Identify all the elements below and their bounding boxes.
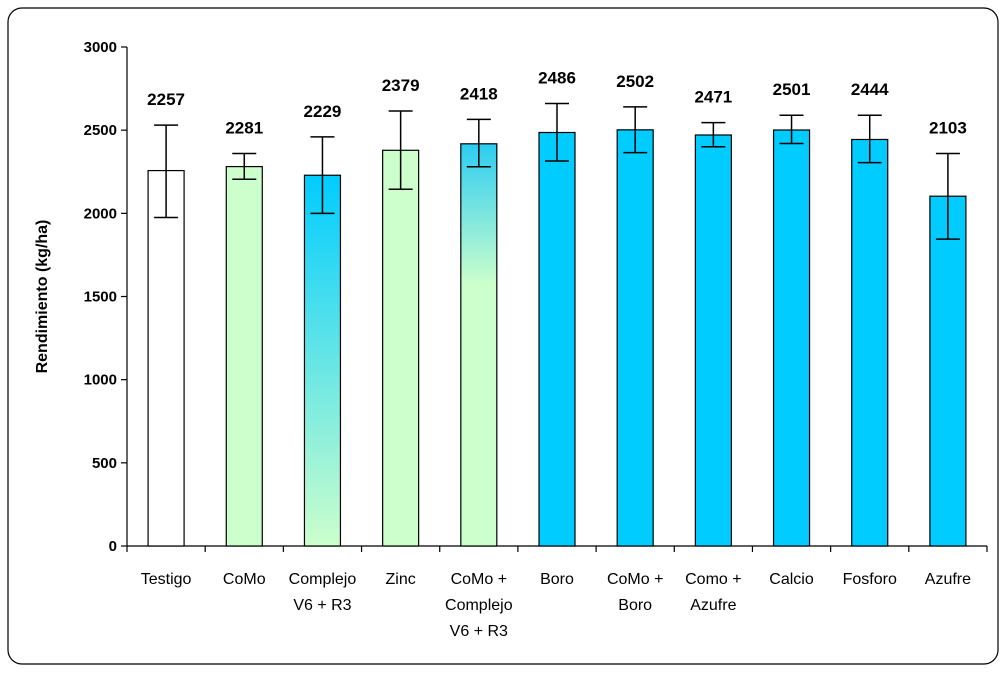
bar bbox=[460, 143, 498, 547]
y-tick-label: 2500 bbox=[84, 122, 117, 139]
category-label: Zinc bbox=[386, 571, 416, 588]
bar bbox=[147, 169, 185, 547]
category-label: V6 + R3 bbox=[450, 623, 508, 640]
y-axis-title: Rendimiento (kg/ha) bbox=[34, 220, 51, 374]
data-label: 2257 bbox=[147, 90, 185, 109]
data-label: 2486 bbox=[538, 69, 576, 88]
data-label: 2229 bbox=[304, 102, 342, 121]
data-label: 2502 bbox=[616, 72, 654, 91]
data-label: 2501 bbox=[773, 80, 811, 99]
data-label: 2379 bbox=[382, 76, 420, 95]
bar bbox=[851, 138, 889, 547]
category-label: CoMo + bbox=[451, 571, 507, 588]
category-label: V6 + R3 bbox=[293, 597, 351, 614]
category-label: Fosforo bbox=[843, 571, 897, 588]
bar bbox=[303, 174, 342, 547]
category-label: Complejo bbox=[289, 571, 357, 588]
bar bbox=[772, 129, 811, 547]
bar bbox=[929, 195, 967, 547]
category-label: Boro bbox=[618, 597, 652, 614]
data-label: 2103 bbox=[929, 118, 967, 137]
data-label: 2418 bbox=[460, 84, 498, 103]
category-label: Azufre bbox=[690, 597, 736, 614]
category-label: Calcio bbox=[769, 571, 814, 588]
bar bbox=[225, 165, 263, 547]
y-tick-label: 3000 bbox=[84, 39, 117, 56]
data-label: 2444 bbox=[851, 80, 889, 99]
bar bbox=[694, 134, 732, 547]
bar bbox=[538, 131, 576, 547]
category-label: Boro bbox=[540, 571, 574, 588]
category-label: CoMo + bbox=[607, 571, 663, 588]
y-tick-label: 1000 bbox=[84, 372, 117, 389]
bar bbox=[382, 149, 420, 547]
category-label: Testigo bbox=[141, 571, 192, 588]
data-label: 2471 bbox=[694, 88, 732, 107]
data-label: 2281 bbox=[225, 118, 263, 137]
category-label: CoMo bbox=[223, 571, 266, 588]
y-tick-label: 500 bbox=[92, 455, 117, 472]
y-tick-label: 1500 bbox=[84, 289, 117, 306]
y-tick-label: 0 bbox=[109, 538, 117, 555]
category-label: Complejo bbox=[445, 597, 513, 614]
category-label: Como + bbox=[685, 571, 741, 588]
category-label: Azufre bbox=[925, 571, 971, 588]
y-tick-label: 2000 bbox=[84, 205, 117, 222]
bar bbox=[616, 129, 654, 547]
